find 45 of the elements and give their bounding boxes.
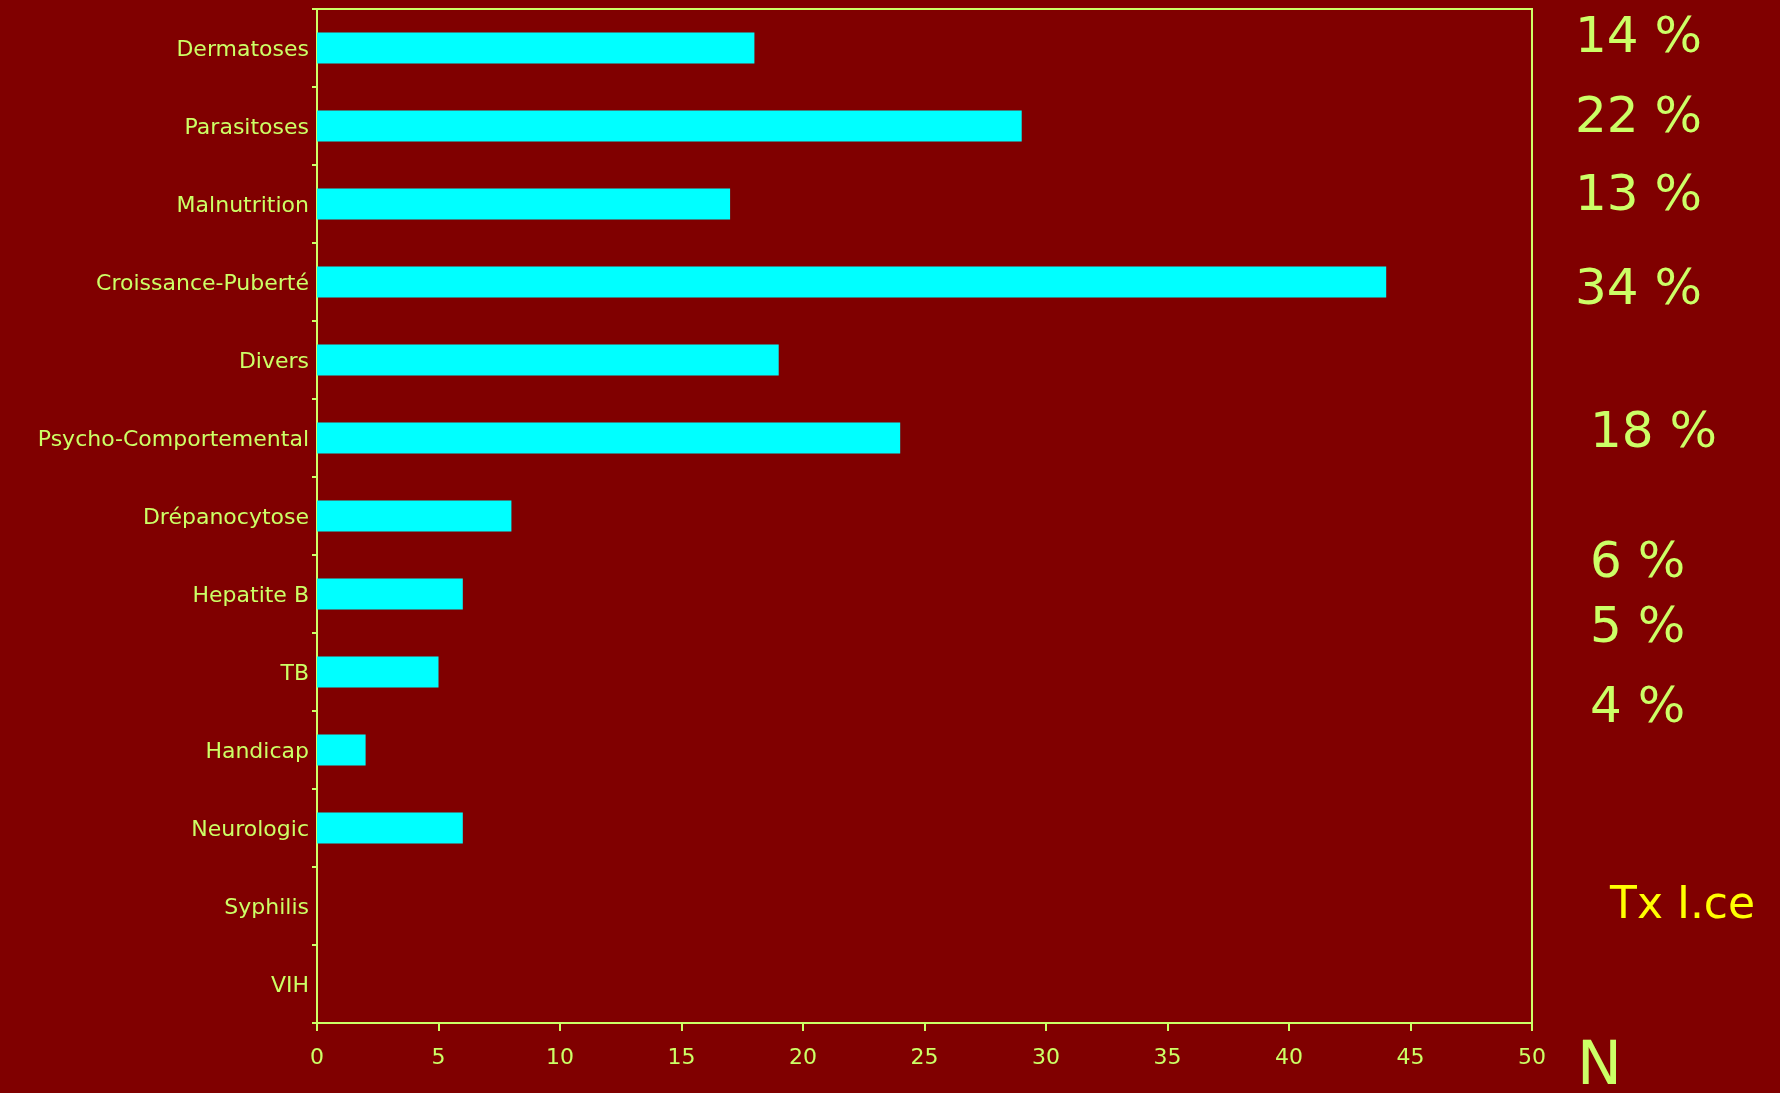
x-tick-label: 35 <box>1153 1043 1182 1069</box>
x-tick-label: 45 <box>1396 1043 1425 1069</box>
bar <box>317 734 366 766</box>
text: 5 % <box>1590 596 1686 654</box>
x-axis-title: N <box>1577 1028 1622 1093</box>
bar <box>317 344 779 376</box>
y-tick-label: Divers <box>238 347 309 373</box>
x-tick-label: 0 <box>310 1043 324 1069</box>
x-tick-label: 30 <box>1032 1043 1060 1069</box>
y-tick-label: Handicap <box>205 737 309 763</box>
text: Tx I.ce <box>1609 876 1756 928</box>
x-tick-label: 15 <box>667 1043 696 1069</box>
text: 18 % <box>1590 401 1718 459</box>
bar <box>317 266 1387 298</box>
y-tick-label: TB <box>279 659 309 685</box>
y-tick-label: Psycho-Comportemental <box>37 425 309 451</box>
y-tick-label: Neurologic <box>191 815 309 841</box>
text: 14 % <box>1575 6 1703 64</box>
text: 4 % <box>1590 676 1686 734</box>
x-tick-label: 5 <box>431 1043 446 1069</box>
y-tick-label: Syphilis <box>224 893 309 919</box>
bar <box>317 812 463 844</box>
x-tick-label: 10 <box>546 1043 574 1069</box>
bar <box>317 500 512 532</box>
text: 34 % <box>1575 258 1703 316</box>
y-tick-label: Drépanocytose <box>142 503 309 529</box>
bar <box>317 422 901 454</box>
bar <box>317 32 755 64</box>
y-tick-label: Malnutrition <box>176 191 309 217</box>
y-tick-label: VIH <box>270 971 309 997</box>
bar <box>317 110 1022 142</box>
text: 13 % <box>1575 164 1703 222</box>
y-tick-label: Hepatite B <box>192 581 309 607</box>
bar <box>317 656 439 688</box>
y-tick-label: Croissance-Puberté <box>96 269 309 295</box>
text: 22 % <box>1575 86 1703 144</box>
bar <box>317 578 463 610</box>
x-tick-label: 20 <box>789 1043 817 1069</box>
x-tick-label: 40 <box>1275 1043 1303 1069</box>
y-tick-label: Dermatoses <box>176 35 309 61</box>
text: 6 % <box>1590 531 1686 589</box>
bar <box>317 188 731 220</box>
y-tick-label: Parasitoses <box>184 113 309 139</box>
x-tick-label: 50 <box>1518 1043 1546 1069</box>
x-tick-label: 25 <box>910 1043 939 1069</box>
